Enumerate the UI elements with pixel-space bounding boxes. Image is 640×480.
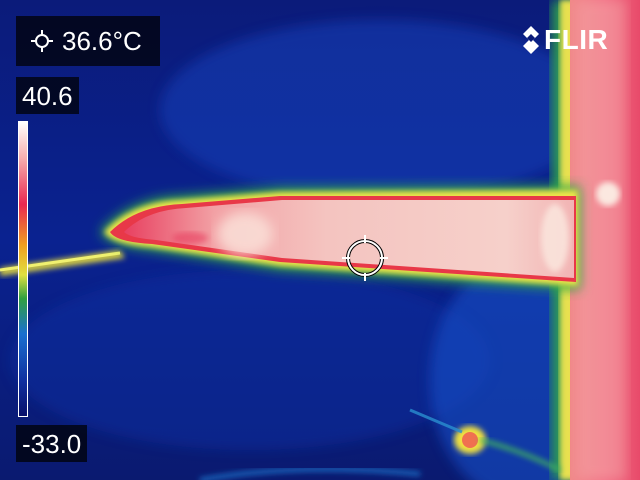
flir-logo: FLIR xyxy=(520,24,608,56)
scale-max-label: 40.6 xyxy=(16,77,79,114)
spot-temperature-readout: 36.6°C xyxy=(16,16,160,66)
crosshair-spot-icon xyxy=(31,30,53,52)
scale-min-label: -33.0 xyxy=(16,425,88,462)
brand-name: FLIR xyxy=(544,24,609,55)
measurement-crosshair-icon xyxy=(342,235,388,281)
temperature-colorbar xyxy=(18,121,28,417)
flir-logo-icon xyxy=(523,26,539,54)
spot-temperature-value: 36.6°C xyxy=(62,25,142,56)
